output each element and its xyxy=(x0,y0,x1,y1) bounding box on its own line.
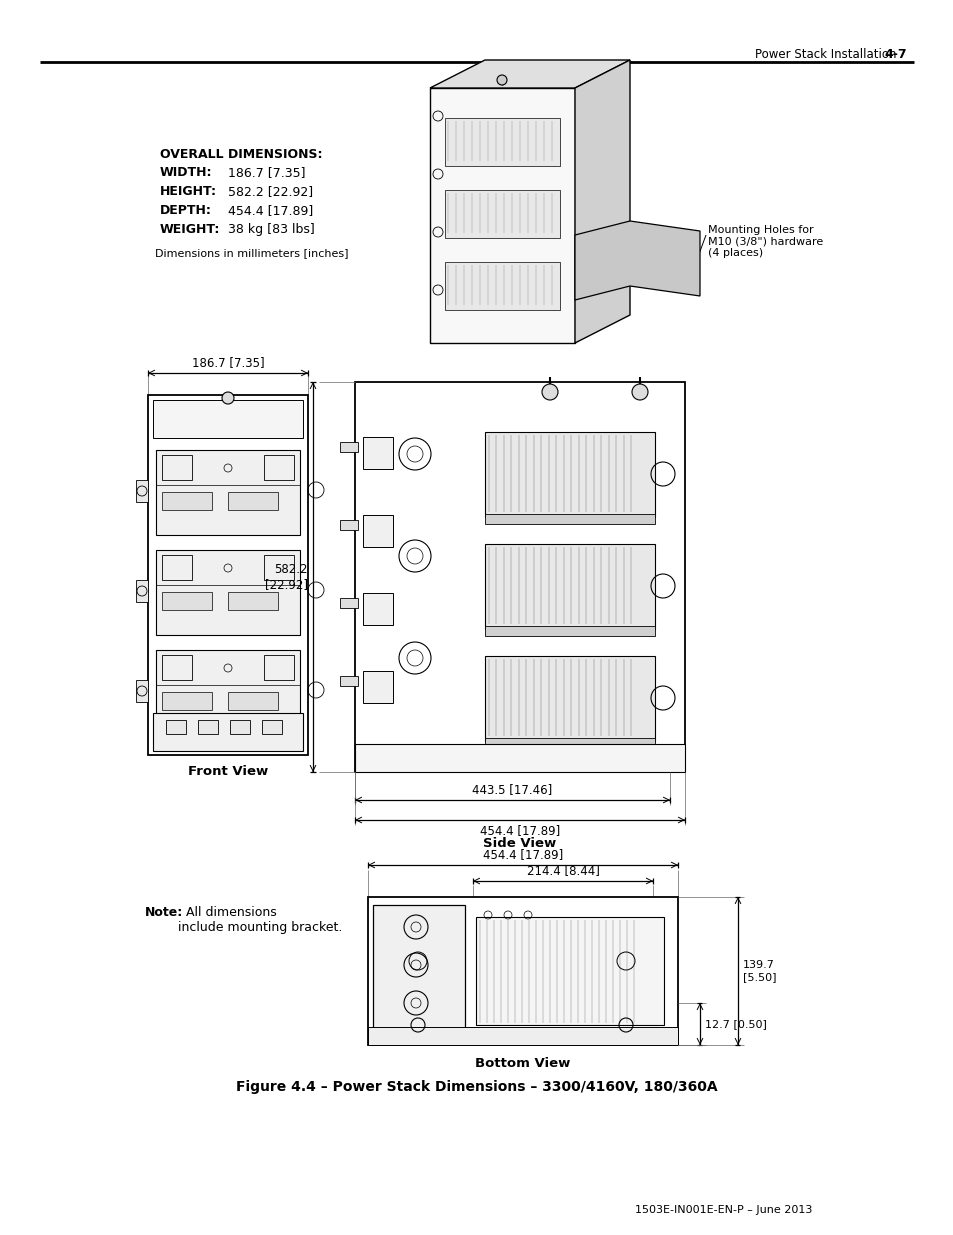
Bar xyxy=(264,454,294,480)
Text: 454.4 [17.89]: 454.4 [17.89] xyxy=(479,824,559,837)
Bar xyxy=(476,918,663,1025)
Text: 443.5 [17.46]: 443.5 [17.46] xyxy=(472,783,552,797)
Text: Mounting Holes for
M10 (3/8") hardware
(4 places): Mounting Holes for M10 (3/8") hardware (… xyxy=(707,225,822,258)
Bar xyxy=(355,382,684,772)
Bar xyxy=(264,655,294,680)
Text: 214.4 [8.44]: 214.4 [8.44] xyxy=(526,864,598,877)
Text: Power Stack Installation: Power Stack Installation xyxy=(754,48,896,61)
Bar xyxy=(162,592,212,610)
Text: Bottom View: Bottom View xyxy=(475,1057,570,1070)
Bar xyxy=(156,550,299,635)
Bar xyxy=(363,593,393,625)
Bar xyxy=(339,520,357,530)
Circle shape xyxy=(497,75,506,85)
Text: 186.7 [7.35]: 186.7 [7.35] xyxy=(192,356,264,369)
Text: All dimensions
include mounting bracket.: All dimensions include mounting bracket. xyxy=(178,906,342,934)
Text: 582.2 [22.92]: 582.2 [22.92] xyxy=(228,185,313,198)
Bar xyxy=(444,262,559,310)
Bar xyxy=(444,119,559,165)
Text: DEPTH:: DEPTH: xyxy=(160,204,212,217)
Bar xyxy=(339,442,357,452)
Bar xyxy=(152,400,303,438)
Bar xyxy=(148,395,308,755)
Text: 4-7: 4-7 xyxy=(883,48,906,61)
Bar xyxy=(264,555,294,580)
Text: Front View: Front View xyxy=(188,764,268,778)
Bar xyxy=(484,514,655,524)
Text: WIDTH:: WIDTH: xyxy=(160,165,213,179)
Bar xyxy=(363,671,393,703)
Bar xyxy=(228,492,277,510)
Bar xyxy=(228,692,277,710)
Bar xyxy=(136,580,148,601)
Text: Side View: Side View xyxy=(483,837,556,850)
Bar xyxy=(339,598,357,608)
Bar xyxy=(230,720,250,734)
Text: OVERALL DIMENSIONS:: OVERALL DIMENSIONS: xyxy=(160,148,322,161)
Text: 582.2
[22.92]: 582.2 [22.92] xyxy=(265,563,308,592)
Bar xyxy=(136,680,148,701)
Bar xyxy=(262,720,282,734)
Bar xyxy=(363,437,393,469)
Text: 38 kg [83 lbs]: 38 kg [83 lbs] xyxy=(228,224,314,236)
Bar xyxy=(484,432,655,517)
Bar xyxy=(484,543,655,629)
Bar xyxy=(162,454,192,480)
Bar xyxy=(136,480,148,501)
Polygon shape xyxy=(575,221,700,300)
Bar xyxy=(363,515,393,547)
Bar xyxy=(162,692,212,710)
Bar xyxy=(368,1028,678,1045)
Bar xyxy=(484,656,655,741)
Bar xyxy=(484,739,655,748)
Text: WEIGHT:: WEIGHT: xyxy=(160,224,220,236)
Text: Dimensions in millimeters [inches]: Dimensions in millimeters [inches] xyxy=(154,248,348,258)
Polygon shape xyxy=(575,61,629,343)
Bar xyxy=(156,450,299,535)
Bar xyxy=(373,905,464,1037)
Text: 1503E-IN001E-EN-P – June 2013: 1503E-IN001E-EN-P – June 2013 xyxy=(635,1205,812,1215)
Bar xyxy=(198,720,218,734)
Bar xyxy=(228,592,277,610)
Text: 139.7
[5.50]: 139.7 [5.50] xyxy=(742,960,776,982)
Bar xyxy=(430,88,575,343)
Polygon shape xyxy=(430,61,629,88)
Text: Figure 4.4 – Power Stack Dimensions – 3300/4160V, 180/360A: Figure 4.4 – Power Stack Dimensions – 33… xyxy=(236,1079,717,1094)
Bar xyxy=(368,897,678,1045)
Text: HEIGHT:: HEIGHT: xyxy=(160,185,216,198)
Bar xyxy=(484,626,655,636)
Bar xyxy=(162,492,212,510)
Text: 454.4 [17.89]: 454.4 [17.89] xyxy=(482,848,562,861)
Bar xyxy=(162,655,192,680)
Bar xyxy=(355,743,684,772)
Text: 186.7 [7.35]: 186.7 [7.35] xyxy=(228,165,305,179)
Circle shape xyxy=(631,384,647,400)
Circle shape xyxy=(222,391,233,404)
Bar xyxy=(339,676,357,685)
Text: 12.7 [0.50]: 12.7 [0.50] xyxy=(704,1019,766,1029)
Text: Note:: Note: xyxy=(145,906,183,919)
Circle shape xyxy=(541,384,558,400)
Bar xyxy=(444,190,559,238)
Bar xyxy=(162,555,192,580)
Bar xyxy=(156,650,299,735)
Bar xyxy=(166,720,186,734)
Bar xyxy=(152,713,303,751)
Text: 454.4 [17.89]: 454.4 [17.89] xyxy=(228,204,313,217)
